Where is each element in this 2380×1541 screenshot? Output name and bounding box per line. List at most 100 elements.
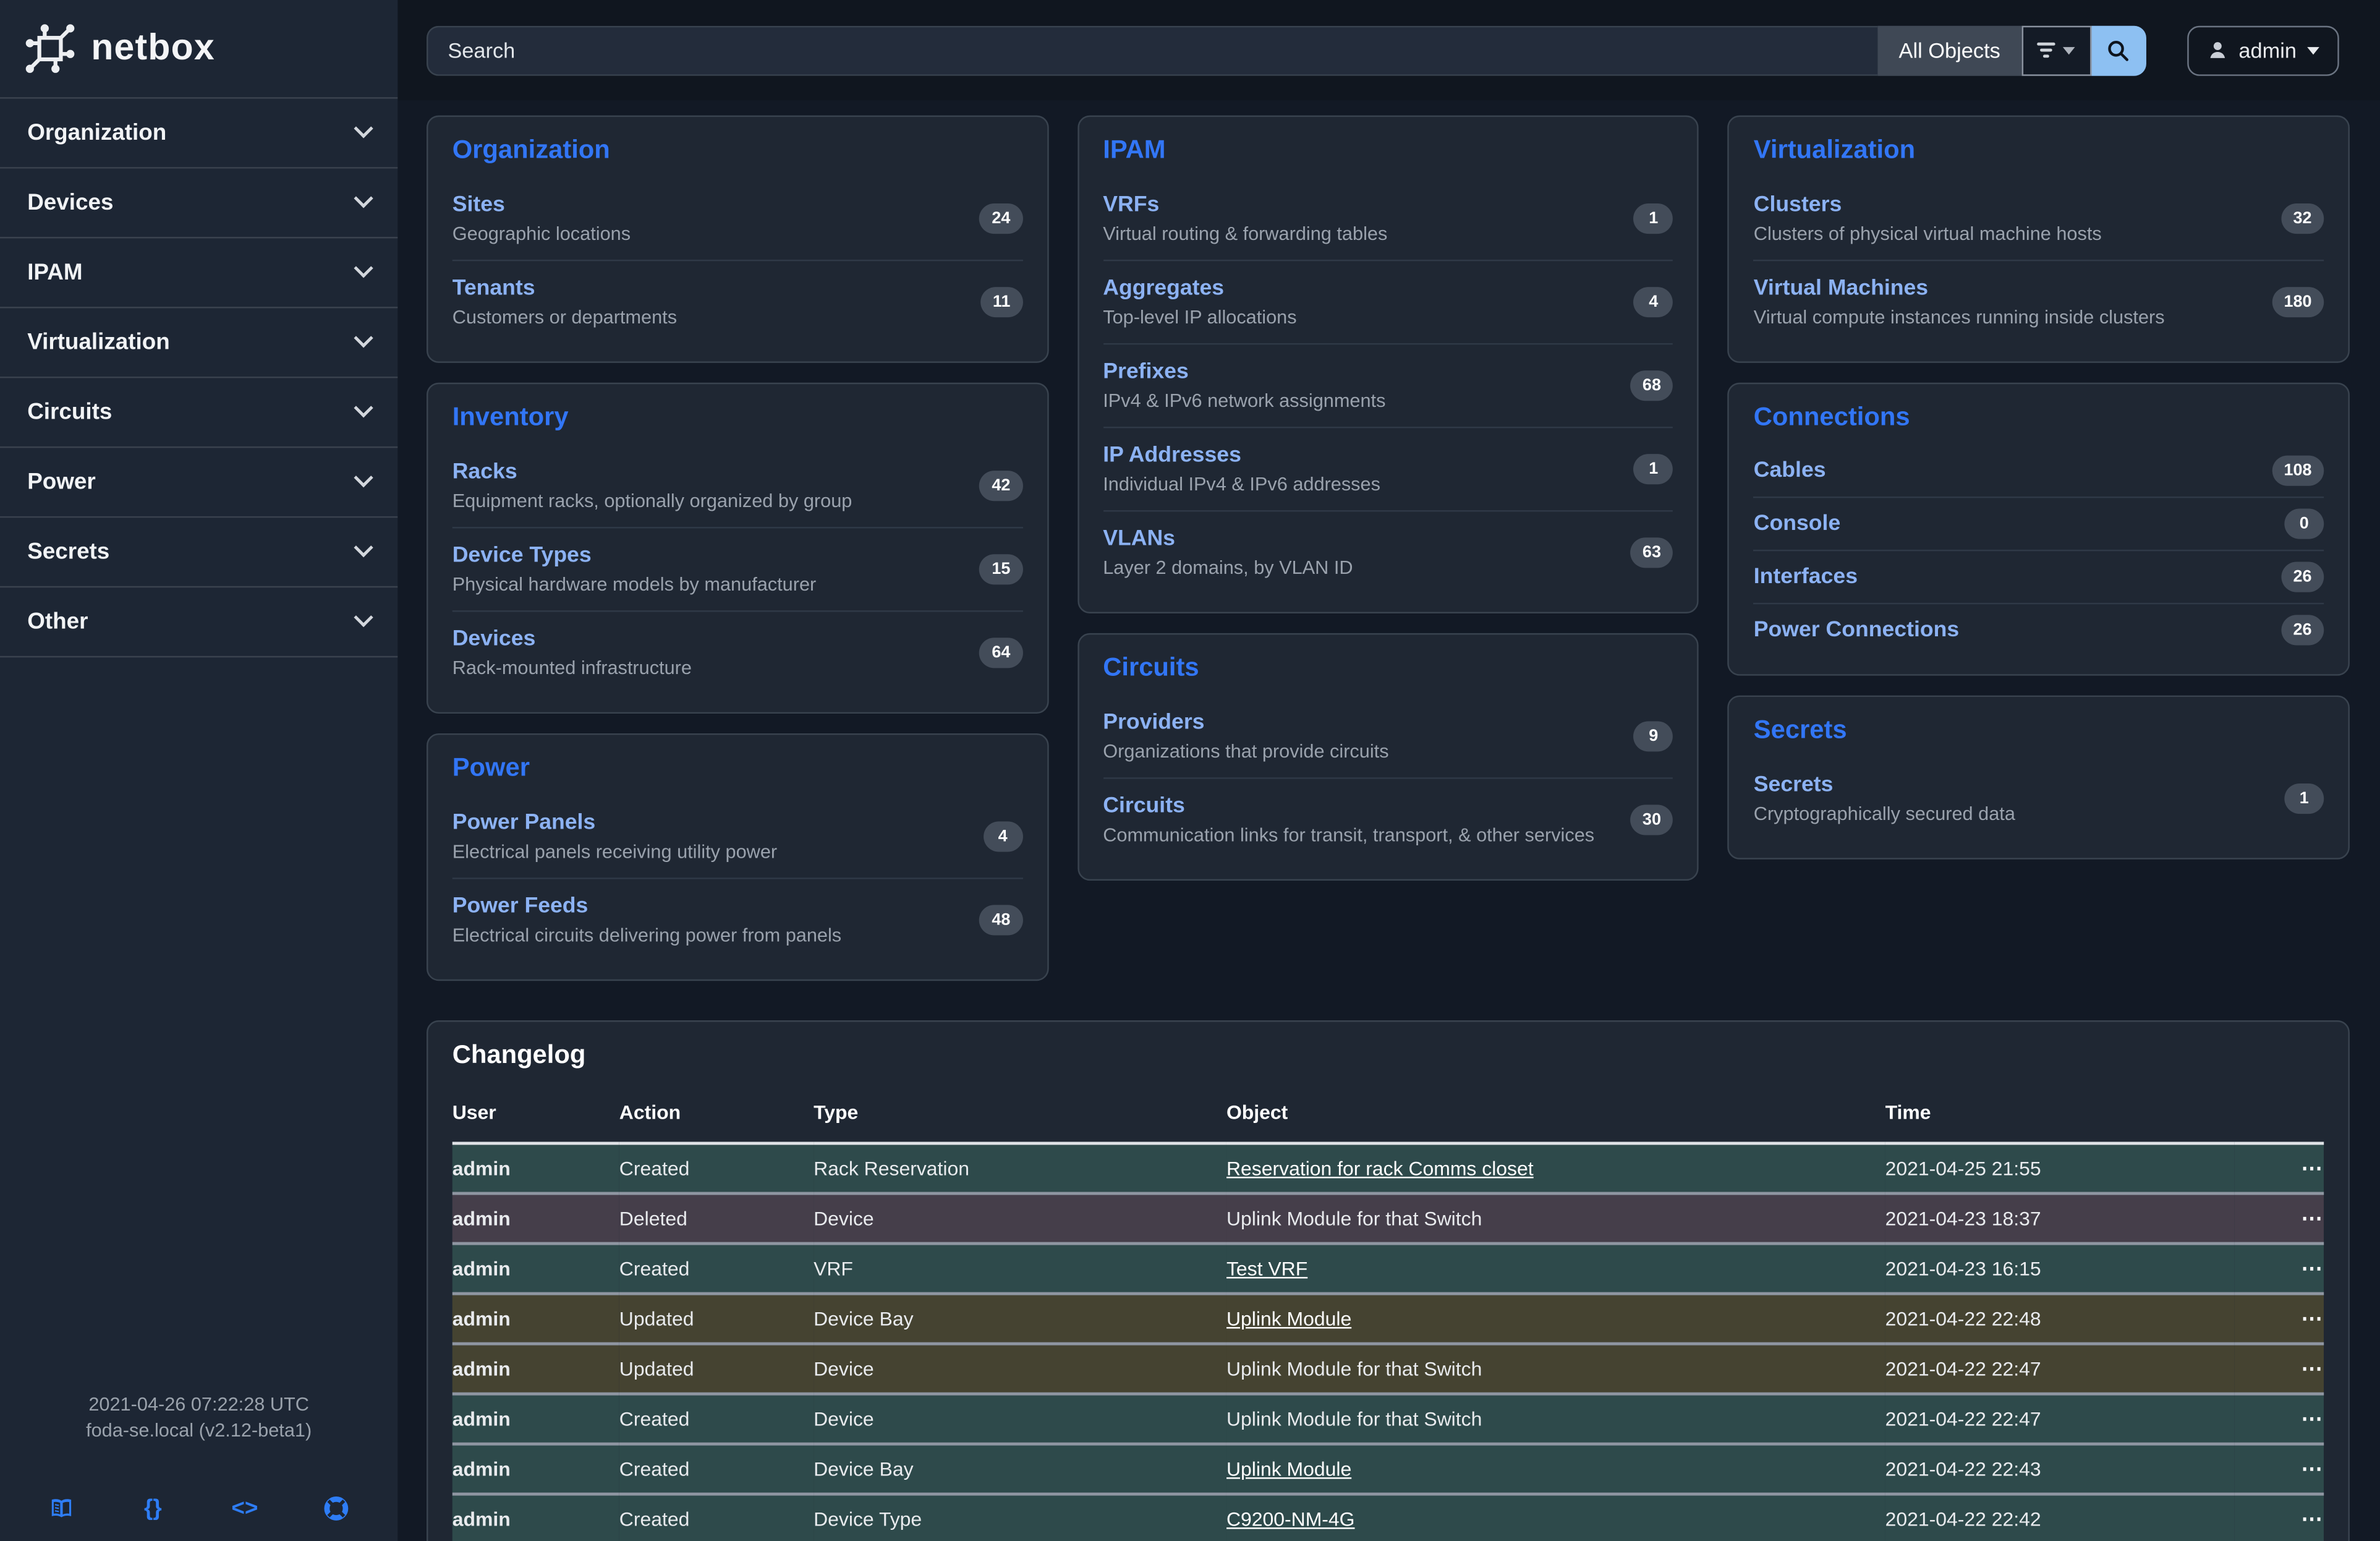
item-link[interactable]: Tenants bbox=[452, 276, 535, 301]
row-menu-button[interactable]: ⋯ bbox=[2301, 1255, 2324, 1280]
item-link[interactable]: IP Addresses bbox=[1103, 443, 1241, 468]
object-link[interactable]: C9200-NM-4G bbox=[1226, 1508, 1355, 1531]
card-title[interactable]: Virtualization bbox=[1753, 135, 1916, 164]
count-badge[interactable]: 15 bbox=[979, 554, 1023, 585]
count-badge[interactable]: 32 bbox=[2280, 203, 2324, 234]
count-badge[interactable]: 1 bbox=[2284, 783, 2324, 814]
changelog-row: admin Created Device Bay Uplink Module 2021-… bbox=[452, 1444, 2324, 1495]
count-badge[interactable]: 42 bbox=[979, 471, 1023, 502]
count-badge[interactable]: 48 bbox=[979, 905, 1023, 936]
item-text: Racks Equipment racks, optionally organiz… bbox=[453, 460, 852, 511]
row-menu-button[interactable]: ⋯ bbox=[2301, 1205, 2324, 1230]
item-link[interactable]: Power Feeds bbox=[452, 894, 589, 919]
sidebar-item-virtualization[interactable]: Virtualization bbox=[0, 308, 398, 378]
count-badge[interactable]: 1 bbox=[1633, 203, 1673, 234]
dashboard-card-power: Power Power Panels Electrical panels recei… bbox=[426, 733, 1048, 981]
row-menu-button[interactable]: ⋯ bbox=[2301, 1506, 2324, 1531]
changelog-row: admin Deleted Device Uplink Module for that… bbox=[452, 1193, 2324, 1244]
sidebar-item-devices[interactable]: Devices bbox=[0, 169, 398, 239]
cell-type: Device bbox=[814, 1407, 874, 1430]
support-icon[interactable] bbox=[317, 1493, 357, 1523]
code-icon[interactable]: <> bbox=[231, 1495, 258, 1521]
card-title[interactable]: IPAM bbox=[1103, 135, 1166, 164]
card-title[interactable]: Organization bbox=[452, 135, 610, 164]
api-icon[interactable]: {} bbox=[144, 1495, 162, 1521]
count-badge[interactable]: 24 bbox=[979, 203, 1023, 234]
count-badge[interactable]: 63 bbox=[1630, 537, 1673, 568]
item-description: Equipment racks, optionally organized by… bbox=[452, 490, 852, 512]
sidebar-item-circuits[interactable]: Circuits bbox=[0, 378, 398, 448]
object-text: Uplink Module for that Switch bbox=[1226, 1407, 1482, 1430]
row-menu-button[interactable]: ⋯ bbox=[2301, 1305, 2324, 1330]
card-title[interactable]: Power bbox=[452, 753, 530, 782]
docs-icon[interactable] bbox=[41, 1493, 81, 1523]
item-link[interactable]: Circuits bbox=[1103, 794, 1185, 819]
row-menu-button[interactable]: ⋯ bbox=[2301, 1456, 2324, 1481]
row-menu-button[interactable]: ⋯ bbox=[2301, 1355, 2324, 1380]
item-link[interactable]: Providers bbox=[1103, 711, 1205, 735]
object-link[interactable]: Test VRF bbox=[1226, 1257, 1308, 1280]
card-title[interactable]: Inventory bbox=[452, 402, 569, 432]
dashboard-item: Secrets Cryptographically secured data 1 bbox=[1754, 758, 2324, 840]
user-menu-button[interactable]: admin bbox=[2187, 25, 2339, 75]
item-text: Cables bbox=[1754, 459, 1826, 483]
item-link[interactable]: Interfaces bbox=[1753, 565, 1858, 589]
row-menu-button[interactable]: ⋯ bbox=[2301, 1406, 2324, 1430]
count-badge[interactable]: 30 bbox=[1630, 805, 1673, 835]
item-link[interactable]: Aggregates bbox=[1103, 276, 1225, 301]
column-header-type: Type bbox=[814, 1101, 859, 1124]
card-title[interactable]: Connections bbox=[1753, 402, 1910, 432]
item-link[interactable]: Console bbox=[1753, 511, 1841, 536]
card-title[interactable]: Secrets bbox=[1753, 715, 1847, 745]
item-text: Tenants Customers or departments bbox=[453, 276, 677, 328]
item-link[interactable]: Racks bbox=[452, 459, 517, 485]
sidebar-item-other[interactable]: Other bbox=[0, 587, 398, 658]
sidebar-item-power[interactable]: Power bbox=[0, 448, 398, 518]
changelog-row: admin Created Device Type C9200-NM-4G 2021-0… bbox=[452, 1494, 2324, 1541]
card-title[interactable]: Circuits bbox=[1103, 652, 1199, 682]
count-badge[interactable]: 26 bbox=[2280, 615, 2324, 646]
object-link[interactable]: Uplink Module bbox=[1226, 1458, 1352, 1481]
count-badge[interactable]: 180 bbox=[2271, 287, 2324, 318]
item-link[interactable]: Virtual Machines bbox=[1753, 276, 1929, 301]
item-link[interactable]: VLANs bbox=[1103, 527, 1175, 552]
count-badge[interactable]: 1 bbox=[1633, 454, 1673, 485]
sidebar-item-organization[interactable]: Organization bbox=[0, 99, 398, 169]
item-link[interactable]: Clusters bbox=[1753, 192, 1842, 218]
search-filter-dropdown[interactable] bbox=[2021, 25, 2092, 75]
item-link[interactable]: Power Connections bbox=[1753, 618, 1960, 642]
netbox-logo[interactable]: netbox bbox=[0, 0, 397, 97]
cell-menu: ⋯ bbox=[2234, 1193, 2324, 1244]
item-description: Geographic locations bbox=[452, 223, 631, 245]
cards-column-1: Organization Sites Geographic locations 24 T… bbox=[426, 115, 1048, 1001]
count-badge[interactable]: 26 bbox=[2280, 561, 2324, 592]
row-menu-button[interactable]: ⋯ bbox=[2301, 1155, 2324, 1180]
count-badge[interactable]: 4 bbox=[983, 821, 1023, 852]
item-link[interactable]: Secrets bbox=[1753, 772, 1834, 798]
count-badge[interactable]: 11 bbox=[980, 287, 1023, 318]
count-badge[interactable]: 0 bbox=[2284, 508, 2324, 539]
sidebar-item-secrets[interactable]: Secrets bbox=[0, 518, 398, 588]
object-link[interactable]: Uplink Module bbox=[1226, 1307, 1352, 1330]
cell-action: Updated bbox=[619, 1307, 694, 1330]
item-link[interactable]: VRFs bbox=[1103, 192, 1160, 218]
sidebar-item-ipam[interactable]: IPAM bbox=[0, 238, 398, 309]
cell-action: Created bbox=[619, 1157, 690, 1180]
dashboard-card-ipam: IPAM VRFs Virtual routing & forwarding tab… bbox=[1077, 115, 1699, 613]
item-description: Top-level IP allocations bbox=[1103, 306, 1297, 328]
object-link[interactable]: Reservation for rack Comms closet bbox=[1226, 1157, 1534, 1180]
item-link[interactable]: Prefixes bbox=[1103, 359, 1189, 385]
count-badge[interactable]: 9 bbox=[1633, 721, 1673, 752]
item-link[interactable]: Power Panels bbox=[452, 811, 596, 835]
count-badge[interactable]: 64 bbox=[979, 638, 1023, 668]
item-link[interactable]: Sites bbox=[452, 192, 505, 218]
count-badge[interactable]: 4 bbox=[1633, 287, 1673, 318]
sidebar-item-label: Devices bbox=[27, 189, 114, 216]
item-link[interactable]: Cables bbox=[1753, 458, 1826, 483]
count-badge[interactable]: 68 bbox=[1630, 370, 1673, 401]
count-badge[interactable]: 108 bbox=[2271, 455, 2324, 486]
item-link[interactable]: Device Types bbox=[452, 544, 592, 568]
search-input[interactable] bbox=[426, 25, 1878, 75]
item-link[interactable]: Devices bbox=[452, 627, 536, 652]
search-button[interactable] bbox=[2091, 25, 2146, 75]
